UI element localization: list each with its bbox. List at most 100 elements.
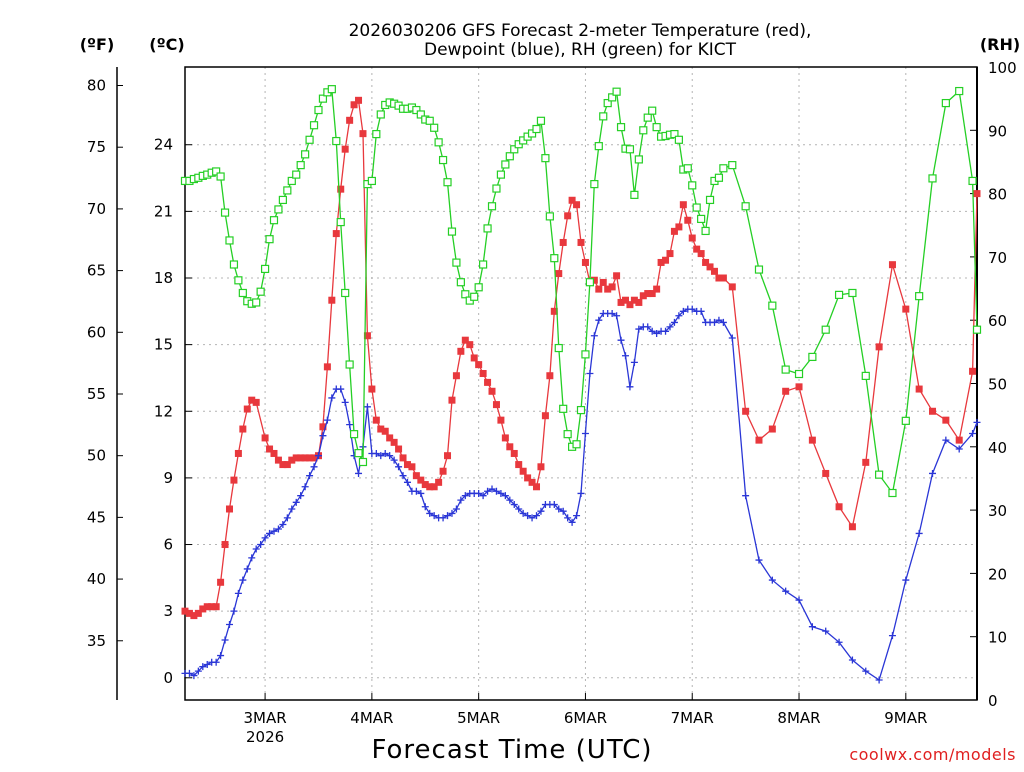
temperature-point: [466, 341, 474, 349]
x-axis-tick-label: 3MAR: [244, 709, 287, 727]
dewpoint-point: [501, 492, 509, 500]
dewpoint-point: [875, 676, 883, 684]
dewpoint-point: [452, 505, 460, 513]
rh-point: [256, 287, 265, 296]
temperature-point: [559, 238, 567, 246]
rh-point: [487, 202, 497, 211]
x-axis-tick-label: 4MAR: [350, 709, 393, 727]
temperature-point: [657, 258, 665, 266]
rh-point: [599, 112, 608, 121]
temperature-point: [670, 227, 678, 235]
dewpoint-point: [243, 565, 251, 573]
rh-point: [349, 430, 359, 439]
dewpoint-point: [395, 463, 403, 471]
dewpoint-point: [257, 541, 265, 549]
rh-point: [545, 212, 554, 221]
rh-point: [652, 123, 661, 132]
rh-point: [252, 298, 261, 307]
temperature-point: [475, 361, 483, 369]
dewpoint-point: [822, 627, 830, 635]
dewpoint-point: [323, 416, 331, 424]
rh-point: [630, 190, 639, 199]
temperature-point: [719, 274, 727, 282]
rh-point: [318, 94, 328, 103]
temperature-point: [203, 603, 211, 611]
series-layer: [180, 85, 982, 684]
temperature-point: [448, 396, 456, 404]
dewpoint-point: [630, 358, 638, 366]
temperature-point: [568, 196, 576, 204]
rh-point: [634, 155, 643, 164]
rh-point: [456, 278, 465, 287]
dewpoint-point: [528, 514, 536, 522]
temperature-point: [915, 385, 923, 393]
dewpoint-point: [608, 310, 616, 318]
dewpoint-point: [506, 496, 514, 504]
temperature-point: [408, 463, 416, 471]
rh-point: [608, 93, 617, 102]
rh-point: [332, 136, 341, 146]
series-plus: [181, 305, 981, 684]
rh-point: [314, 105, 323, 115]
chart-title-line-1: 2026030206 GFS Forecast 2-meter Temperat…: [349, 21, 812, 41]
dewpoint-point: [328, 394, 336, 402]
rh-point: [536, 116, 546, 125]
rh-point: [594, 142, 603, 151]
dewpoint-point: [403, 478, 411, 486]
rh-point: [345, 360, 354, 369]
rh-point: [274, 205, 283, 214]
temperature-point: [381, 427, 389, 435]
rh-point: [972, 325, 982, 334]
rh-point: [367, 176, 376, 186]
rh-point: [269, 216, 279, 225]
c-axis-tick-label: 18: [154, 269, 173, 287]
rh-point: [643, 113, 652, 122]
c-axis-tick-label: 0: [163, 669, 173, 687]
temperature-point: [875, 343, 883, 351]
dewpoint-point: [203, 660, 211, 668]
dewpoint-point: [728, 334, 736, 342]
rh-point: [705, 195, 715, 205]
temperature-point: [274, 456, 282, 464]
temperature-point: [848, 523, 856, 531]
rh-point: [305, 135, 314, 144]
rh-point: [603, 98, 612, 108]
temperature-point: [506, 443, 514, 451]
temperature-point: [581, 258, 589, 266]
dewpoint-point: [274, 525, 282, 533]
dewpoint-point: [444, 512, 452, 520]
temperature-point: [599, 278, 607, 286]
rh-axis-tick-label: 70: [988, 249, 1007, 267]
temperature-point: [782, 387, 790, 395]
temperature-point: [969, 367, 977, 375]
dewpoint-point: [586, 370, 594, 378]
rh-point: [301, 150, 310, 159]
dewpoint-point: [297, 492, 305, 500]
dewpoint-point: [653, 330, 661, 338]
rh-point: [430, 123, 439, 132]
rh-point: [425, 116, 434, 125]
rh-point: [354, 449, 363, 458]
temperature-point: [955, 436, 963, 444]
rh-point: [483, 224, 492, 233]
rh-point: [861, 371, 870, 381]
dewpoint-point: [555, 505, 563, 513]
rh-point: [474, 283, 483, 292]
rh-point: [505, 152, 514, 161]
temperature-point: [662, 256, 670, 264]
dewpoint-point: [390, 456, 398, 464]
dewpoint-point: [888, 632, 896, 640]
dewpoint-point: [942, 436, 950, 444]
dewpoint-point: [377, 452, 385, 460]
temperature-point: [185, 609, 193, 617]
rh-point: [309, 121, 319, 130]
rh-point: [612, 87, 621, 96]
f-axis-tick-label: 45: [87, 508, 106, 526]
temperature-point: [372, 416, 380, 424]
temperature-point: [902, 305, 910, 313]
rh-point: [670, 129, 679, 139]
temperature-point: [399, 454, 407, 462]
dewpoint-point: [488, 485, 496, 493]
dewpoint-point: [929, 469, 937, 477]
